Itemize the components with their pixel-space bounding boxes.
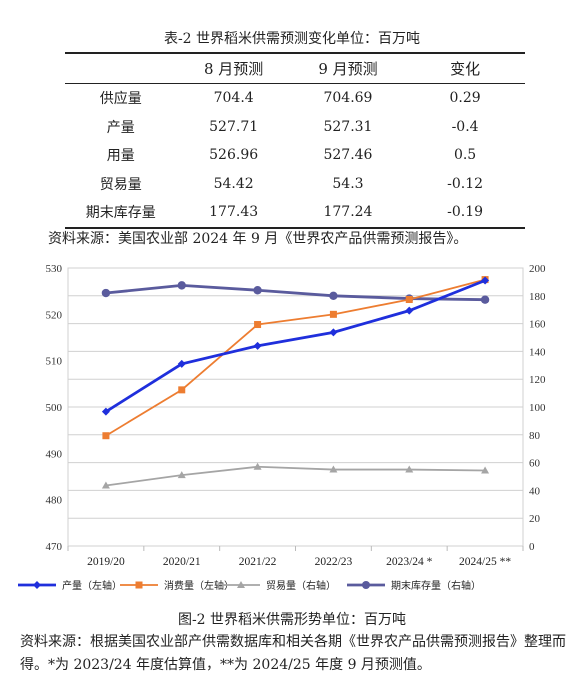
- left-axis-tick-label: 480: [46, 495, 63, 507]
- right-axis-tick-label: 40: [529, 485, 541, 497]
- data-point: [481, 276, 490, 285]
- table-header-cell: 变化: [450, 60, 481, 78]
- series-line: [105, 278, 486, 437]
- rice-supply-demand-chart: 470 480 490 500 510 520 530 0 20 40 60 80 100 120 140 1…: [18, 263, 546, 592]
- table-header-row: 8 月预测 9 月预测 变化: [65, 53, 525, 84]
- table-cell: 177.24: [323, 204, 373, 221]
- x-axis-tick-label: 2024/25 **: [459, 556, 511, 568]
- right-axis-tick-label: 180: [529, 291, 546, 303]
- right-axis-tick-label: 60: [529, 458, 541, 470]
- legend-marker: [135, 581, 143, 589]
- data-point: [481, 466, 490, 474]
- table-cell: 177.43: [209, 204, 259, 221]
- table-cell: 0.29: [449, 90, 481, 107]
- data-point: [329, 310, 337, 318]
- right-axis-tick-label: 80: [529, 430, 541, 442]
- x-axis-tick-label: 2019/20: [87, 556, 125, 568]
- table-row: 用量 526.96 527.46 0.5: [65, 141, 525, 170]
- data-point: [329, 465, 338, 473]
- legend-marker: [33, 581, 41, 589]
- data-point: [480, 295, 490, 304]
- left-axis-tick-label: 470: [46, 541, 63, 553]
- x-axis-tick-label: 2020/21: [163, 556, 201, 568]
- data-point: [405, 306, 414, 315]
- legend-label: 期末库存量（右轴）: [391, 579, 481, 592]
- left-axis-tick-label: 490: [46, 448, 63, 460]
- right-axis-tick-label: 20: [529, 513, 541, 525]
- table-header-cell: [65, 53, 176, 84]
- left-axis-tick-label: 530: [46, 263, 63, 275]
- chart-source-note: 资料来源：根据美国农业部产供需数据库和相关各期《世界农产品供需预测报告》整理而得…: [20, 634, 566, 673]
- chart-caption: 图-2 世界稻米供需形势单位：百万吨: [177, 612, 407, 628]
- table-row: 期末库存量 177.43 177.24 -0.19: [65, 198, 525, 228]
- data-point: [178, 386, 186, 394]
- right-axis-tick-label: 0: [529, 541, 535, 553]
- table-title: 表-2 世界稻米供需预测变化单位：百万吨: [163, 31, 421, 47]
- table-source-note: 资料来源：美国农业部 2024 年 9 月《世界农产品供需预测报告》。: [48, 231, 468, 247]
- data-point: [329, 328, 338, 337]
- table-cell: 供应量: [99, 91, 142, 108]
- data-point: [329, 291, 338, 300]
- forecast-table: 8 月预测 9 月预测 变化 供应量 704.4 704.69 0.29 产量 …: [65, 52, 525, 229]
- table-cell: 54.42: [213, 175, 254, 192]
- table-cell: 用量: [106, 148, 135, 165]
- table-cell: -0.19: [447, 204, 484, 221]
- data-point: [177, 359, 186, 368]
- table-cell: 贸易量: [99, 176, 142, 193]
- right-axis-tick-label: 140: [529, 346, 546, 358]
- series-line: [105, 465, 486, 487]
- table-cell: -0.4: [451, 118, 479, 135]
- data-point: [101, 481, 110, 489]
- data-point: [253, 341, 262, 350]
- right-axis-tick-label: 160: [529, 319, 546, 331]
- series-line: [105, 279, 486, 413]
- data-point: [177, 281, 186, 290]
- table-row: 供应量 704.4 704.69 0.29: [65, 84, 525, 113]
- series-line: [105, 283, 486, 302]
- data-point: [102, 432, 110, 440]
- table-cell: 0.5: [453, 147, 477, 164]
- data-point: [101, 288, 111, 298]
- table-header-cell: 8 月预测: [203, 60, 264, 78]
- legend-label: 贸易量（右轴）: [266, 579, 336, 592]
- right-axis-tick-label: 200: [529, 263, 546, 275]
- table-row: 贸易量 54.42 54.3 -0.12: [65, 170, 525, 199]
- table-cell: 526.96: [209, 147, 259, 164]
- table-cell: 527.71: [209, 118, 259, 135]
- table-cell: 产量: [106, 119, 135, 136]
- data-point: [177, 471, 186, 479]
- x-axis-tick-label: 2021/22: [239, 556, 277, 568]
- right-axis-tick-label: 120: [529, 374, 546, 386]
- table-cell: 期末库存量: [85, 205, 156, 222]
- table-row: 产量 527.71 527.31 -0.4: [65, 113, 525, 142]
- table-cell: -0.12: [447, 175, 484, 192]
- left-axis-tick-label: 520: [46, 309, 63, 321]
- table-cell: 527.31: [323, 118, 373, 135]
- table-cell: 527.46: [323, 147, 373, 164]
- x-axis-tick-label: 2023/24 *: [386, 556, 433, 568]
- data-point: [253, 286, 262, 295]
- right-axis-tick-label: 100: [529, 402, 546, 414]
- data-point: [254, 321, 262, 329]
- legend-marker: [362, 581, 370, 589]
- left-axis-tick-label: 510: [46, 356, 63, 368]
- table-cell: 704.69: [323, 90, 373, 107]
- table-cell: 704.4: [213, 90, 254, 107]
- table-header-cell: 9 月预测: [318, 60, 378, 78]
- left-axis-tick-label: 500: [46, 402, 63, 414]
- legend-label: 产量（左轴）: [62, 579, 122, 592]
- data-point: [405, 465, 414, 473]
- table-cell: 54.3: [332, 175, 364, 192]
- data-point: [405, 296, 413, 304]
- data-point: [101, 407, 110, 416]
- data-point: [253, 462, 262, 470]
- legend-label: 消费量（左轴）: [164, 579, 234, 592]
- x-axis-tick-label: 2022/23: [315, 556, 353, 568]
- legend-marker: [237, 581, 245, 588]
